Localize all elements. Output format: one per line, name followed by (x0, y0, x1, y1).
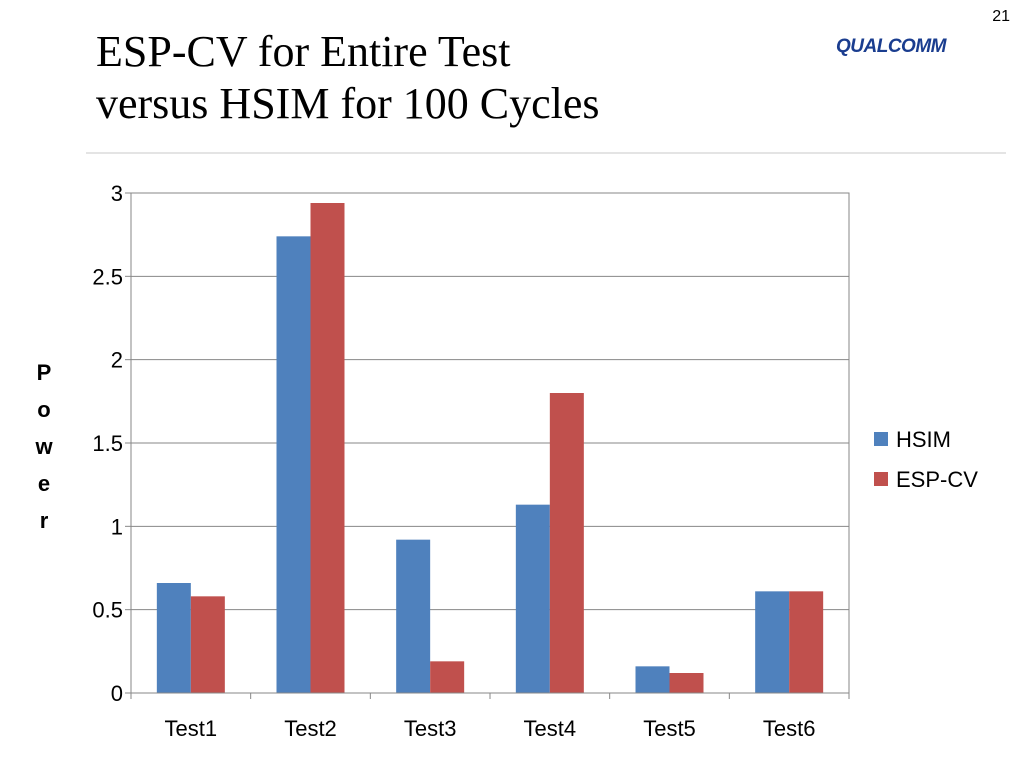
legend-label: HSIM (896, 427, 951, 452)
bar-esp-cv-test4 (549, 393, 584, 693)
y-axis-label-letter: r (40, 508, 49, 533)
y-tick-label: 3 (111, 181, 123, 206)
slide-title-line-1: ESP-CV for Entire Test (96, 27, 511, 76)
y-axis-label-letter: w (34, 434, 53, 459)
legend-swatch-esp-cv (874, 472, 888, 486)
x-tick-label: Test6 (763, 716, 816, 741)
y-tick-label: 0.5 (92, 598, 123, 623)
y-tick-label: 0 (111, 681, 123, 706)
slide-title: ESP-CV for Entire Test versus HSIM for 1… (96, 26, 600, 130)
x-tick-label: Test5 (643, 716, 696, 741)
bar-esp-cv-test2 (310, 203, 345, 693)
bar-hsim-test3 (396, 539, 431, 693)
y-axis-label-letter: P (37, 360, 52, 385)
x-tick-label: Test2 (284, 716, 337, 741)
y-tick-label: 1.5 (92, 431, 123, 456)
bar-hsim-test6 (755, 591, 790, 693)
qualcomm-logo: QUALCOMM (836, 36, 946, 58)
bar-hsim-test5 (635, 666, 670, 693)
legend-label: ESP-CV (896, 467, 978, 492)
bar-hsim-test2 (276, 236, 311, 694)
bar-esp-cv-test1 (190, 596, 225, 693)
title-divider (86, 152, 1006, 154)
bar-esp-cv-test3 (430, 661, 465, 693)
slide-title-line-2: versus HSIM for 100 Cycles (96, 79, 600, 128)
bar-hsim-test1 (156, 583, 191, 693)
bar-esp-cv-test6 (789, 591, 824, 693)
y-tick-label: 2.5 (92, 264, 123, 289)
x-tick-label: Test1 (165, 716, 218, 741)
x-tick-label: Test3 (404, 716, 457, 741)
y-tick-label: 1 (111, 514, 123, 539)
y-tick-label: 2 (111, 348, 123, 373)
bar-hsim-test4 (515, 504, 550, 693)
bar-esp-cv-test5 (669, 673, 704, 693)
logo-text: QUALCOMM (836, 36, 946, 57)
y-axis-label-letter: o (37, 397, 50, 422)
slide-number: 21 (992, 8, 1010, 25)
y-axis-label-letter: e (38, 471, 50, 496)
legend-swatch-hsim (874, 432, 888, 446)
x-tick-label: Test4 (524, 716, 577, 741)
